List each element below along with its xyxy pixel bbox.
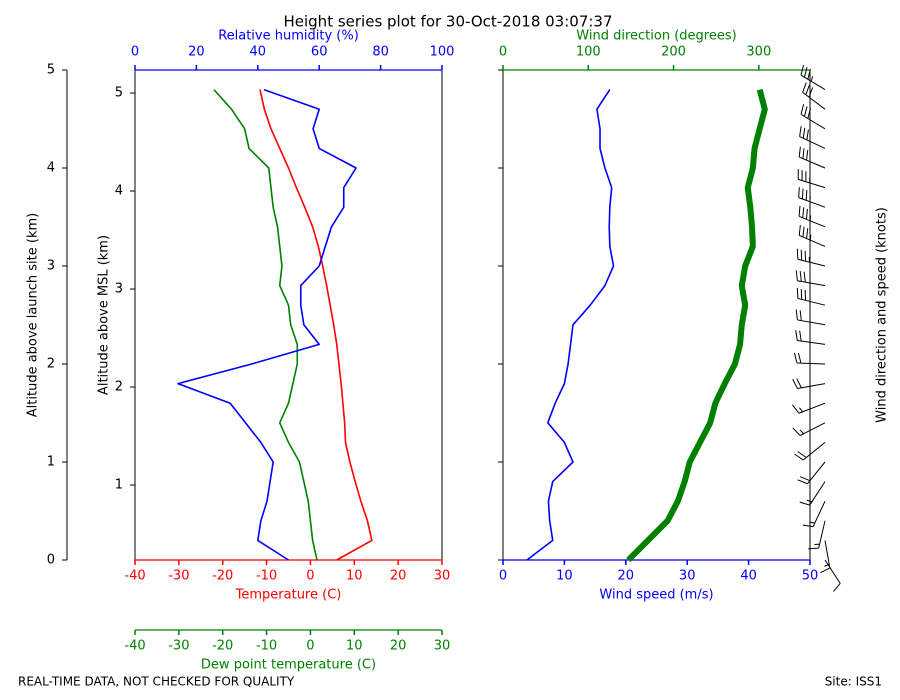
x-tick-label: -30 bbox=[168, 569, 189, 584]
wind-barb bbox=[799, 481, 826, 506]
site-note: Site: ISS1 bbox=[825, 675, 882, 689]
x-tick-label: 20 bbox=[390, 569, 407, 584]
wind-barb bbox=[792, 378, 826, 389]
x-axis-label: Wind direction (degrees) bbox=[576, 29, 736, 44]
x-axis-label: Wind speed (m/s) bbox=[599, 588, 713, 603]
wind-barb bbox=[820, 540, 831, 574]
wind-barb bbox=[800, 64, 826, 91]
wind-barb bbox=[792, 402, 826, 414]
x-tick-label: 0 bbox=[131, 45, 139, 60]
x-tick-label: -10 bbox=[256, 639, 277, 654]
wind-barb bbox=[798, 146, 826, 169]
x-tick-label: 0 bbox=[306, 569, 314, 584]
x-axis-label: Temperature (C) bbox=[235, 588, 342, 603]
y-axis-label: Altitude above MSL (km) bbox=[97, 235, 112, 395]
wind-barb bbox=[800, 104, 826, 130]
y-tick-label: 3 bbox=[47, 259, 55, 274]
wind-barb bbox=[798, 225, 826, 247]
x-tick-label: 40 bbox=[740, 569, 757, 584]
wind-barb bbox=[792, 422, 826, 436]
x-tick-label: 30 bbox=[434, 639, 451, 654]
series-line bbox=[259, 89, 373, 561]
x-tick-label: 100 bbox=[430, 45, 455, 60]
x-tick-label: 10 bbox=[346, 569, 363, 584]
wind-barb bbox=[808, 520, 826, 550]
wind-barb bbox=[797, 461, 826, 485]
wind-barb bbox=[795, 270, 826, 287]
x-tick-label: 30 bbox=[434, 569, 451, 584]
wind-barb bbox=[799, 126, 826, 149]
x-tick-label: 0 bbox=[499, 45, 507, 60]
wind-barb bbox=[797, 168, 826, 189]
series-line bbox=[177, 88, 357, 561]
series-line bbox=[626, 88, 768, 563]
x-tick-label: 0 bbox=[306, 639, 314, 654]
y-axis-label: Altitude above launch site (km) bbox=[26, 213, 41, 417]
footer-note: REAL-TIME DATA, NOT CHECKED FOR QUALITY bbox=[18, 675, 295, 689]
plot-frame bbox=[502, 69, 811, 561]
x-tick-label: 200 bbox=[661, 45, 686, 60]
y-tick-label: 2 bbox=[115, 380, 123, 395]
wind-barb bbox=[795, 330, 826, 345]
x-tick-label: 0 bbox=[499, 569, 507, 584]
x-tick-label: -40 bbox=[124, 569, 145, 584]
x-axis-label: Dew point temperature (C) bbox=[201, 658, 376, 673]
series-line bbox=[526, 89, 615, 561]
x-tick-label: 60 bbox=[311, 45, 328, 60]
x-tick-label: 10 bbox=[346, 639, 363, 654]
y-tick-label: 0 bbox=[47, 553, 55, 568]
x-tick-label: 300 bbox=[746, 45, 771, 60]
chart-title: Height series plot for 30-Oct-2018 03:07… bbox=[283, 13, 612, 31]
x-tick-label: 40 bbox=[250, 45, 267, 60]
x-tick-label: 20 bbox=[618, 569, 635, 584]
wind-barb bbox=[798, 205, 826, 228]
plot-frame bbox=[134, 69, 443, 561]
y-tick-label: 5 bbox=[115, 86, 123, 101]
wind-barb bbox=[794, 442, 826, 461]
wind-barb bbox=[798, 187, 826, 208]
y-tick-label: 5 bbox=[47, 63, 55, 78]
x-tick-label: 10 bbox=[556, 569, 573, 584]
x-tick-label: -20 bbox=[212, 569, 233, 584]
wind-barb bbox=[802, 500, 826, 528]
y-tick-label: 3 bbox=[115, 282, 123, 297]
wind-barb bbox=[793, 352, 826, 365]
wind-barb bbox=[824, 559, 841, 592]
x-tick-label: 20 bbox=[390, 639, 407, 654]
x-tick-label: 50 bbox=[802, 569, 819, 584]
wind-barb bbox=[802, 82, 826, 110]
wind-barb bbox=[795, 309, 826, 326]
x-tick-label: -30 bbox=[168, 639, 189, 654]
x-tick-label: 20 bbox=[188, 45, 205, 60]
x-tick-label: 100 bbox=[576, 45, 601, 60]
y-tick-label: 1 bbox=[115, 478, 123, 493]
x-axis-label: Relative humidity (%) bbox=[218, 29, 359, 44]
x-tick-label: -20 bbox=[212, 639, 233, 654]
wind-barb bbox=[796, 248, 826, 267]
wind-barb bbox=[796, 287, 826, 306]
x-tick-label: 80 bbox=[372, 45, 389, 60]
y-tick-label: 4 bbox=[47, 161, 55, 176]
barb-label: Wind direction and speed (knots) bbox=[875, 207, 890, 423]
y-tick-label: 2 bbox=[47, 357, 55, 372]
x-tick-label: 30 bbox=[679, 569, 696, 584]
series-line bbox=[213, 89, 318, 561]
y-tick-label: 4 bbox=[115, 184, 123, 199]
x-tick-label: -10 bbox=[256, 569, 277, 584]
x-tick-label: -40 bbox=[124, 639, 145, 654]
y-tick-label: 1 bbox=[47, 455, 55, 470]
